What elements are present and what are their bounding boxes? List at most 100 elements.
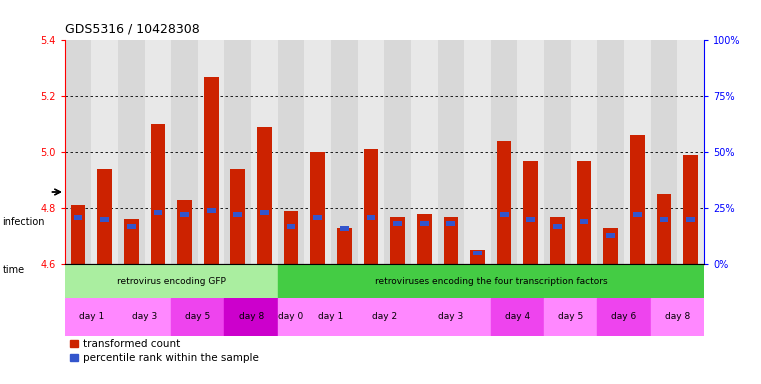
Bar <box>145 40 171 264</box>
Text: time: time <box>2 265 24 275</box>
Bar <box>651 298 704 336</box>
Bar <box>633 212 642 217</box>
Bar <box>677 40 704 264</box>
Bar <box>260 210 269 215</box>
Bar <box>411 298 491 336</box>
Bar <box>358 40 384 264</box>
Bar <box>284 211 298 264</box>
Text: day 1: day 1 <box>318 313 344 321</box>
Bar <box>207 208 215 213</box>
Bar <box>527 217 535 222</box>
Text: day 4: day 4 <box>505 313 530 321</box>
Bar <box>417 214 431 264</box>
Text: day 1: day 1 <box>78 313 104 321</box>
Bar <box>171 40 198 264</box>
Text: retrovirus encoding GFP: retrovirus encoding GFP <box>116 276 226 286</box>
Bar <box>278 40 304 264</box>
Bar <box>411 40 438 264</box>
Bar <box>91 40 118 264</box>
Bar <box>358 298 411 336</box>
Bar <box>180 212 189 217</box>
Text: day 0: day 0 <box>279 313 304 321</box>
Bar <box>497 141 511 264</box>
Bar <box>657 194 671 264</box>
Bar <box>491 40 517 264</box>
Text: day 5: day 5 <box>558 313 584 321</box>
Bar <box>364 149 378 264</box>
Bar <box>500 212 508 217</box>
Bar <box>447 222 455 227</box>
Bar <box>151 124 165 264</box>
Bar <box>177 200 192 264</box>
Bar <box>517 40 544 264</box>
Bar <box>597 298 651 336</box>
Bar <box>491 298 544 336</box>
Bar <box>597 40 624 264</box>
Bar <box>577 161 591 264</box>
Bar <box>304 298 358 336</box>
Bar <box>171 298 224 336</box>
Bar <box>124 219 139 264</box>
Bar <box>337 228 352 264</box>
Bar <box>74 215 82 220</box>
Bar <box>278 264 704 298</box>
Bar <box>444 217 458 264</box>
Bar <box>97 169 112 264</box>
Bar <box>544 40 571 264</box>
Bar <box>204 77 218 264</box>
Bar <box>118 298 171 336</box>
Bar <box>384 40 411 264</box>
Legend: transformed count, percentile rank within the sample: transformed count, percentile rank withi… <box>70 339 260 363</box>
Bar <box>234 212 242 217</box>
Bar <box>65 264 278 298</box>
Bar <box>390 217 405 264</box>
Bar <box>198 40 224 264</box>
Bar <box>464 40 491 264</box>
Bar <box>553 224 562 228</box>
Bar <box>630 136 645 264</box>
Text: day 8: day 8 <box>238 313 264 321</box>
Bar <box>624 40 651 264</box>
Text: retroviruses encoding the four transcription factors: retroviruses encoding the four transcrip… <box>374 276 607 286</box>
Bar <box>224 40 251 264</box>
Bar <box>65 40 91 264</box>
Text: GDS5316 / 10428308: GDS5316 / 10428308 <box>65 22 199 35</box>
Text: day 8: day 8 <box>664 313 690 321</box>
Bar <box>127 224 135 228</box>
Bar <box>607 233 615 238</box>
Text: day 2: day 2 <box>371 313 397 321</box>
Bar <box>438 40 464 264</box>
Text: day 5: day 5 <box>185 313 211 321</box>
Bar <box>603 228 618 264</box>
Bar <box>65 298 118 336</box>
Bar <box>651 40 677 264</box>
Bar <box>251 40 278 264</box>
Bar <box>331 40 358 264</box>
Text: day 3: day 3 <box>132 313 158 321</box>
Bar <box>71 205 85 264</box>
Bar <box>683 155 698 264</box>
Bar <box>154 210 162 215</box>
Bar <box>686 217 695 222</box>
Bar <box>257 127 272 264</box>
Bar <box>470 250 485 264</box>
Text: day 6: day 6 <box>611 313 637 321</box>
Bar <box>367 215 375 220</box>
Bar <box>524 161 538 264</box>
Bar <box>571 40 597 264</box>
Bar <box>550 217 565 264</box>
Bar <box>224 298 278 336</box>
Bar <box>287 224 295 228</box>
Bar <box>314 215 322 220</box>
Bar <box>340 226 349 231</box>
Bar <box>660 217 668 222</box>
Bar <box>100 217 109 222</box>
Bar <box>278 298 304 336</box>
Bar <box>580 219 588 224</box>
Bar <box>473 250 482 255</box>
Bar <box>420 222 428 227</box>
Bar <box>231 169 245 264</box>
Bar <box>310 152 325 264</box>
Text: day 3: day 3 <box>438 313 463 321</box>
Bar <box>118 40 145 264</box>
